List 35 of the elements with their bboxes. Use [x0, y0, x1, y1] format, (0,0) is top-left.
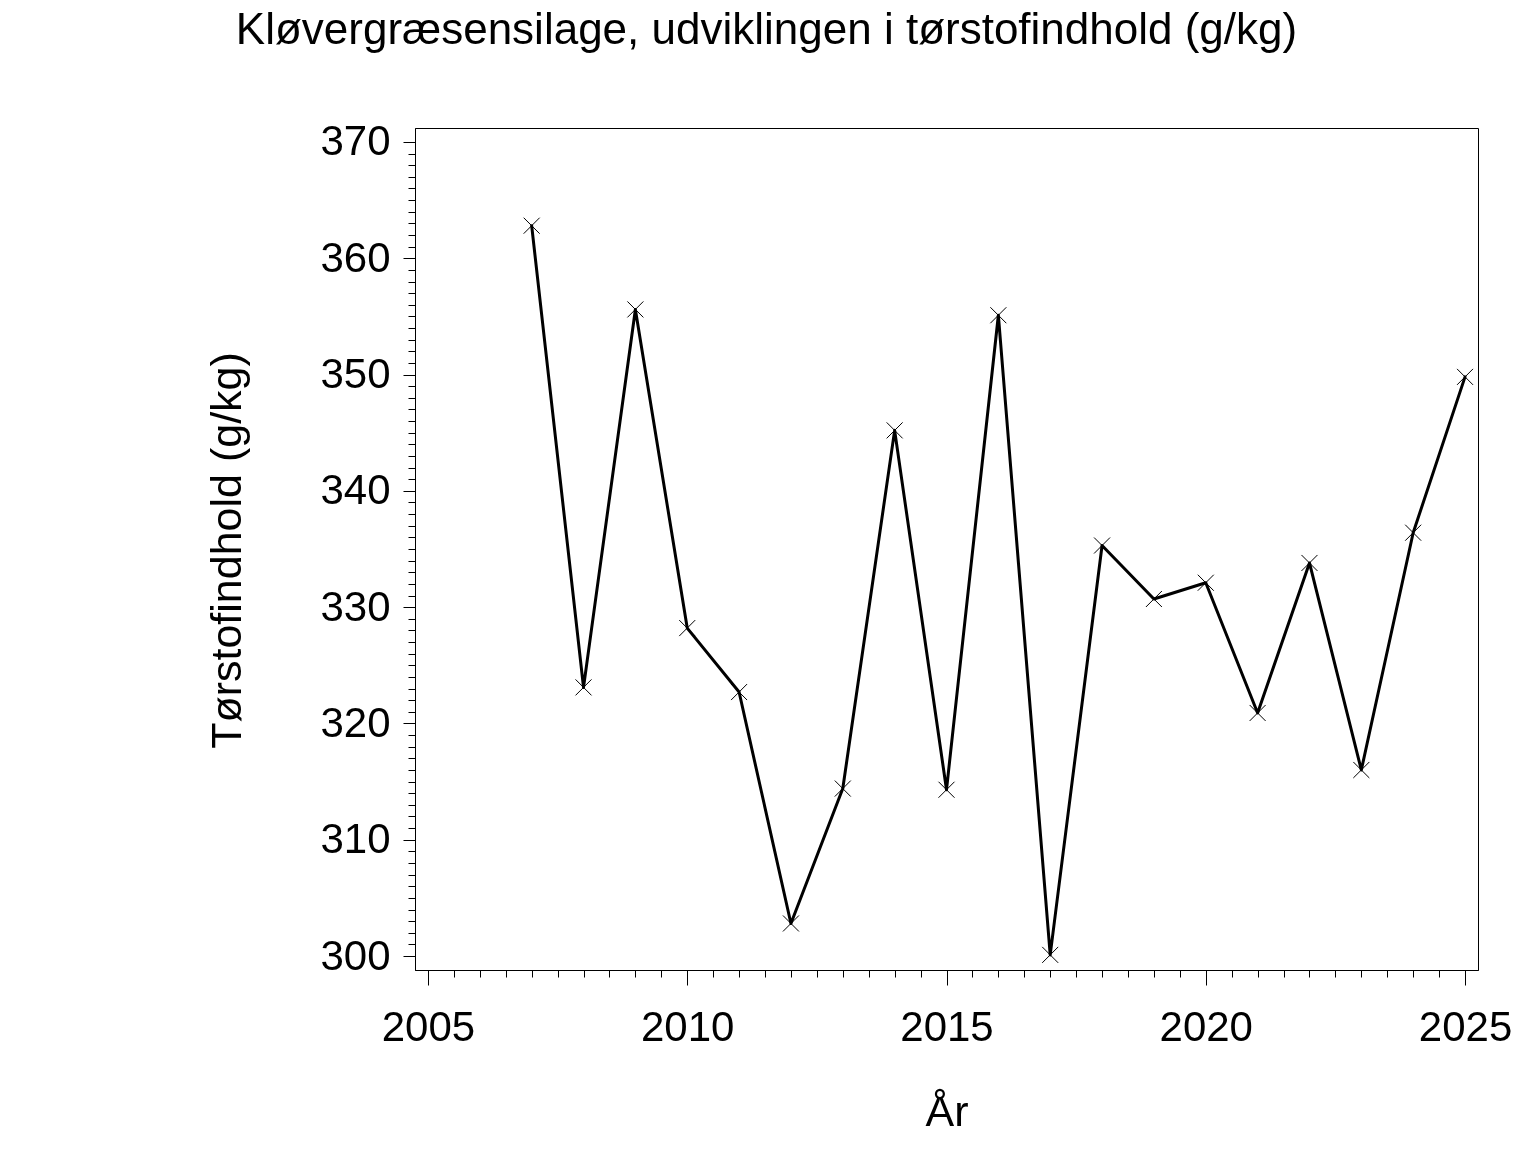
x-tick-label: 2015	[900, 1002, 994, 1050]
y-tick-label: 320	[320, 698, 391, 746]
y-tick-label: 340	[320, 466, 391, 514]
y-tick-label: 370	[320, 117, 391, 165]
point	[989, 306, 1007, 324]
point	[678, 619, 696, 637]
y-tick-label: 360	[320, 233, 391, 281]
point	[523, 217, 541, 235]
point	[1197, 574, 1215, 592]
point	[1041, 946, 1059, 964]
x-tick-label: 2020	[1159, 1002, 1253, 1050]
chart-title: Kløvergræsensilage, udviklingen i tørstofindhold (g/kg)	[235, 3, 1298, 53]
x-axis-title: År	[925, 1086, 969, 1135]
y-tick-label: 310	[320, 815, 391, 863]
point	[938, 781, 955, 799]
x-tick-label: 2005	[381, 1002, 476, 1050]
point	[1456, 368, 1474, 386]
point	[1093, 537, 1111, 555]
point	[730, 683, 748, 701]
y-tick-label: 350	[320, 350, 391, 398]
point	[1300, 554, 1318, 572]
x-tick-label: 2010	[641, 1002, 735, 1050]
point	[886, 421, 904, 439]
x-tick-label: 2025	[1418, 1002, 1513, 1050]
point	[1145, 590, 1163, 608]
y-axis-title: Tørstofindhold (g/kg)	[201, 352, 250, 749]
point	[626, 300, 644, 318]
y-tick-label: 330	[320, 582, 391, 630]
point	[1404, 524, 1422, 542]
point	[782, 914, 800, 932]
point	[1249, 704, 1267, 722]
point	[575, 678, 593, 696]
point	[834, 780, 852, 798]
point	[1352, 761, 1370, 779]
y-tick-label: 300	[320, 931, 391, 979]
